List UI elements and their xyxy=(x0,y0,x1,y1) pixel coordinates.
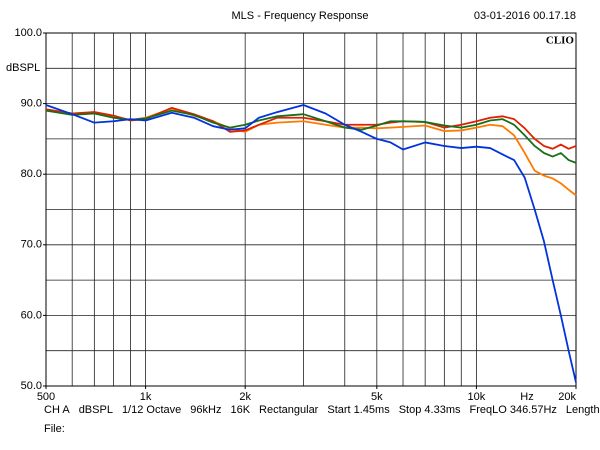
plot-frame xyxy=(45,32,577,387)
series-line xyxy=(45,106,577,150)
info-item: dBSPL xyxy=(78,404,113,416)
y-tick-label: 60.0 xyxy=(21,309,42,321)
info-item: 16K xyxy=(230,404,251,416)
series-line xyxy=(45,104,577,383)
x-tick-label: 500 xyxy=(37,391,55,400)
y-tick-label: 90.0 xyxy=(21,98,42,110)
info-item: FreqLO 346.57Hz xyxy=(469,404,557,416)
x-tick-label: 5k xyxy=(371,391,383,400)
x-tick-label: 2k xyxy=(239,391,251,400)
info-item: Length 2.89ms xyxy=(565,404,600,416)
y-tick-label: 70.0 xyxy=(21,239,42,251)
chart: MLS - Frequency Response 03-01-2016 00.1… xyxy=(6,10,577,403)
x-axis-label: Hz xyxy=(520,391,533,400)
brand: CLIO xyxy=(546,35,575,47)
y-tick-label: 50.0 xyxy=(21,380,42,392)
timestamp: 03-01-2016 00.17.18 xyxy=(474,10,576,22)
info-item: Stop 4.33ms xyxy=(398,404,461,416)
x-tick-label: 10k xyxy=(468,391,486,400)
y-tick-label: 100.0 xyxy=(14,27,42,39)
y-axis-label: dBSPL xyxy=(6,62,40,74)
x-tick-label: 20k xyxy=(558,391,576,400)
info-item: CH A xyxy=(44,404,70,416)
info-bar: CH A dBSPL 1/12 Octave 96kHz 16K Rectangular S… xyxy=(44,404,600,416)
y-tick-label: 80.0 xyxy=(21,168,42,180)
series-line xyxy=(45,109,577,164)
chart-title: MLS - Frequency Response xyxy=(232,10,369,22)
info-item: Start 1.45ms xyxy=(327,404,390,416)
x-tick-label: 1k xyxy=(140,391,152,400)
info-item: 1/12 Octave xyxy=(121,404,182,416)
info-item: Rectangular xyxy=(259,404,319,416)
file-label: File: xyxy=(44,423,65,435)
info-item: 96kHz xyxy=(190,404,222,416)
